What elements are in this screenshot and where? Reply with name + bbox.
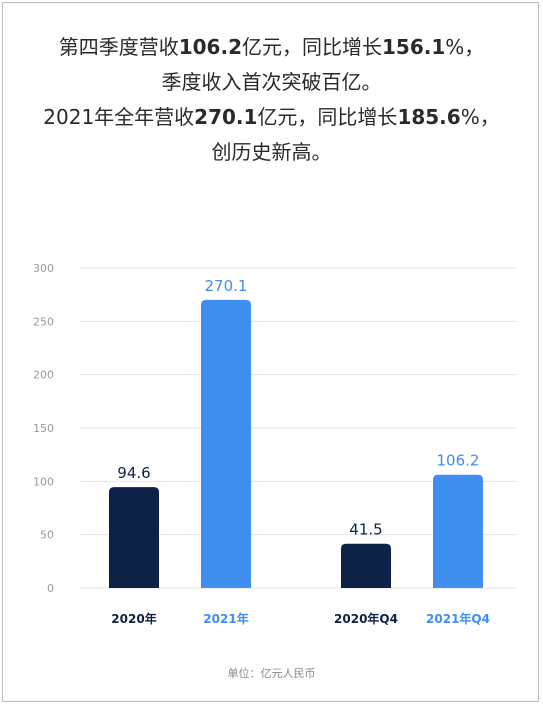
headline-number-1: 106.2 — [178, 35, 242, 59]
unit-label: 单位：亿元人民币 — [227, 667, 316, 680]
x-category-label: 2020年 — [111, 611, 156, 626]
headline: 第四季度营收106.2亿元，同比增长156.1%， 季度收入首次突破百亿。 20… — [0, 30, 543, 170]
headline-text-4: %， — [445, 35, 485, 59]
bar-value-label: 106.2 — [437, 452, 480, 470]
headline-text-4: %， — [460, 105, 500, 129]
y-tick-label: 100 — [33, 475, 54, 488]
y-tick-label: 200 — [33, 369, 54, 382]
x-category-label: 2021年Q4 — [426, 611, 490, 626]
bar-1 — [109, 487, 159, 588]
headline-text-2: 亿元，同比增长 — [241, 35, 382, 59]
headline-text-0: 第四季度营收 — [58, 35, 179, 59]
headline-text-2: 亿元，同比增长 — [257, 105, 398, 129]
headline-line-3: 2021年全年营收270.1亿元，同比增长185.6%， — [0, 100, 543, 135]
y-tick-label: 50 — [40, 529, 54, 542]
headline-number-1: 270.1 — [194, 105, 258, 129]
headline-number-3: 185.6 — [397, 105, 461, 129]
headline-line-1: 第四季度营收106.2亿元，同比增长156.1%， — [0, 30, 543, 65]
x-category-label: 2021年 — [203, 611, 248, 626]
bar-value-label: 270.1 — [205, 277, 248, 295]
y-tick-label: 250 — [33, 315, 54, 328]
bar-value-label: 94.6 — [117, 464, 150, 482]
y-tick-label: 150 — [33, 422, 54, 435]
bar-2 — [201, 299, 251, 588]
headline-text-0: 季度收入首次突破百亿。 — [161, 70, 382, 94]
bar-value-label: 41.5 — [349, 521, 382, 539]
y-tick-label: 300 — [33, 262, 54, 275]
headline-text-0: 创历史新高。 — [211, 140, 332, 164]
y-tick-label: 0 — [47, 582, 54, 595]
x-category-label: 2020年Q4 — [334, 611, 398, 626]
headline-line-4: 创历史新高。 — [0, 135, 543, 170]
headline-text-0: 2021年全年营收 — [43, 105, 195, 129]
headline-number-3: 156.1 — [381, 35, 446, 59]
headline-line-2: 季度收入首次突破百亿。 — [0, 65, 543, 100]
bar-4 — [433, 474, 483, 588]
bar-3 — [341, 543, 391, 588]
